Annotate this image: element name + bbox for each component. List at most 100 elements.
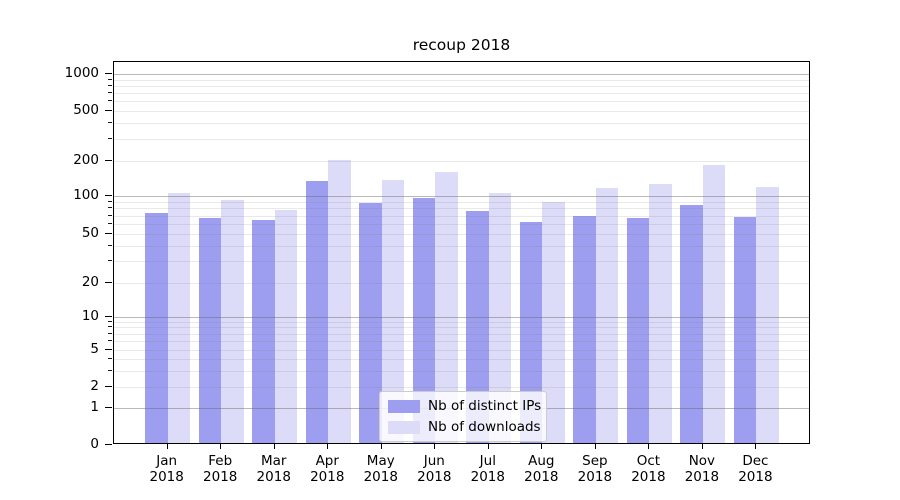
y-minor-tick (108, 200, 112, 202)
gridline-minor (114, 85, 809, 87)
y-minor-tick (108, 369, 112, 371)
gridline-minor (114, 327, 809, 329)
y-minor-tick (108, 100, 112, 102)
x-tick (434, 444, 436, 449)
y-tick-label: 0 (90, 436, 99, 452)
x-tick-label: Jan 2018 (149, 453, 184, 485)
bar-jul-downloads (488, 193, 512, 443)
gridline-minor (114, 370, 809, 372)
x-tick (487, 444, 489, 449)
bar-feb-downloads (221, 199, 244, 443)
x-tick-label: Sep 2018 (577, 453, 613, 485)
chart-title: recoup 2018 (412, 36, 511, 54)
bar-apr-downloads (328, 160, 351, 443)
legend-swatch-distinct-ips-icon (388, 399, 420, 413)
bar-apr-distinct-ips (305, 180, 329, 443)
y-minor-tick (108, 84, 112, 86)
gridline-minor (114, 359, 809, 360)
y-tick (105, 233, 112, 234)
x-tick (594, 444, 596, 449)
bar-mar-distinct-ips (252, 220, 275, 443)
bar-aug-downloads (542, 201, 565, 443)
gridline-minor (114, 93, 809, 95)
bar-sep-downloads (595, 188, 619, 443)
x-tick (755, 444, 757, 449)
bar-mar-downloads (274, 209, 298, 443)
gridline-minor (114, 245, 809, 247)
x-tick-label: Mar 2018 (256, 453, 291, 485)
x-tick-label: Feb 2018 (203, 453, 238, 485)
y-tick (105, 110, 112, 111)
y-minor-tick (108, 244, 112, 246)
y-minor-tick (108, 358, 112, 359)
y-minor-tick (108, 340, 112, 342)
bar-jan-distinct-ips (145, 212, 168, 443)
gridline-minor (114, 350, 809, 351)
gridline-minor (114, 101, 809, 103)
y-minor-tick (108, 326, 112, 328)
gridline-major (114, 74, 809, 75)
y-tick-label: 2 (90, 378, 99, 394)
gridline-minor (114, 261, 809, 263)
bar-dec-downloads (756, 186, 779, 443)
gridline-major (114, 316, 809, 318)
y-tick-label: 10 (81, 307, 99, 324)
gridline-minor (114, 283, 809, 284)
bar-may-distinct-ips (359, 202, 382, 443)
legend-item-downloads: Nb of downloads (388, 419, 541, 435)
gridline-minor (114, 79, 809, 81)
x-tick-label: Oct 2018 (631, 453, 666, 485)
y-minor-tick (108, 320, 112, 322)
legend-swatch-downloads-icon (388, 420, 420, 434)
gridline-minor (114, 333, 809, 335)
bar-jul-distinct-ips (466, 211, 489, 443)
x-tick (273, 444, 275, 449)
y-tick (105, 160, 112, 161)
y-tick (105, 73, 112, 74)
gridline-minor (114, 123, 809, 125)
y-tick (105, 195, 112, 196)
y-minor-tick (108, 92, 112, 94)
legend-label-downloads: Nb of downloads (428, 419, 541, 435)
legend-label-distinct-ips: Nb of distinct IPs (428, 398, 542, 414)
y-minor-tick (108, 78, 112, 80)
y-tick (105, 407, 112, 408)
gridline-minor (114, 321, 809, 323)
y-tick-label: 50 (81, 225, 99, 241)
x-tick-label: Aug 2018 (524, 453, 559, 485)
y-tick-label: 100 (73, 187, 99, 203)
x-tick (166, 444, 168, 449)
y-minor-tick (108, 214, 112, 216)
y-minor-tick (108, 137, 112, 139)
x-tick (380, 444, 382, 449)
gridline-major (114, 196, 809, 197)
x-tick-label: Jun 2018 (417, 453, 452, 485)
gridline-minor (114, 208, 809, 210)
y-minor-tick (108, 122, 112, 124)
bar-jun-distinct-ips (412, 197, 436, 443)
bar-nov-downloads (702, 164, 726, 443)
y-tick-label: 5 (90, 341, 99, 357)
legend: Nb of distinct IPs Nb of downloads (379, 391, 547, 442)
bar-oct-distinct-ips (626, 217, 650, 443)
y-tick (105, 282, 112, 283)
x-tick (701, 444, 703, 449)
bar-dec-distinct-ips (733, 216, 757, 443)
plot-area: Nb of distinct IPs Nb of downloads (113, 61, 810, 444)
gridline-minor (114, 215, 809, 217)
y-tick (105, 444, 112, 445)
gridline-minor (114, 341, 809, 343)
bar-jun-downloads (435, 171, 458, 443)
x-tick (541, 444, 543, 449)
bar-sep-distinct-ips (573, 215, 596, 443)
gridline-minor (114, 161, 809, 162)
gridline-minor (114, 138, 809, 140)
gridline-minor (114, 201, 809, 203)
legend-item-distinct-ips: Nb of distinct IPs (388, 398, 542, 414)
y-tick (105, 349, 112, 350)
y-tick-label: 1 (90, 399, 99, 415)
y-tick (105, 386, 112, 387)
bar-may-downloads (381, 179, 405, 443)
gridline-minor (114, 111, 809, 112)
bar-nov-distinct-ips (680, 204, 703, 443)
